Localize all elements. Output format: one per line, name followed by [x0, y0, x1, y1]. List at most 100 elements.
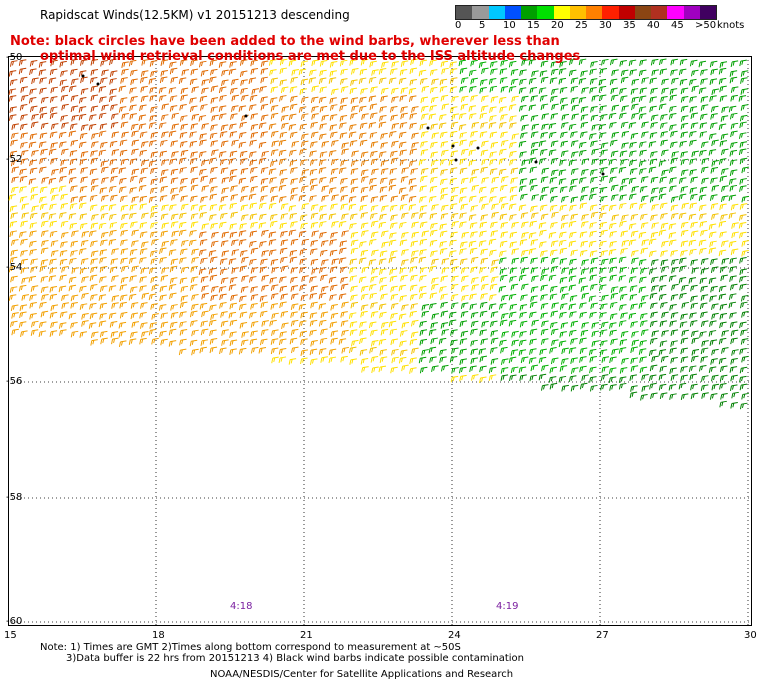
wind-barb [669, 185, 677, 192]
wind-barb [11, 312, 19, 319]
wind-barb [49, 230, 58, 238]
wind-barb [398, 356, 407, 364]
wind-barb [668, 223, 677, 230]
wind-barb [330, 203, 338, 211]
wind-barb [519, 374, 527, 381]
wind-barb [360, 212, 368, 219]
wind-barb [191, 248, 199, 256]
wind-barb [480, 338, 488, 346]
wind-barb [449, 68, 458, 75]
wind-barb [658, 285, 667, 292]
wind-barb [520, 294, 528, 301]
wind-barb [389, 328, 398, 336]
wind-barb [60, 231, 69, 239]
wind-barb [509, 241, 517, 249]
wind-barb [528, 248, 537, 255]
wind-barb [708, 149, 717, 156]
wind-barb [481, 140, 489, 148]
wind-barb [170, 213, 179, 221]
wind-barb [18, 59, 27, 66]
wind-barb [360, 176, 369, 183]
wind-barb [119, 311, 128, 319]
wind-barb [160, 321, 169, 329]
wind-barb [461, 148, 469, 156]
wind-barb [668, 232, 677, 239]
wind-barb [680, 240, 689, 248]
wind-barb [328, 77, 337, 84]
wind-barb [209, 132, 218, 140]
wind-barb [661, 149, 669, 157]
wind-barb [459, 320, 468, 327]
wind-barb [681, 329, 689, 337]
wind-barb [720, 195, 729, 203]
wind-barb [298, 194, 307, 202]
wind-barb [649, 250, 657, 258]
lat-label: -50 [6, 52, 23, 63]
wind-barb [299, 214, 308, 221]
wind-barb [568, 275, 577, 283]
wind-barb [259, 240, 267, 248]
wind-barb [689, 96, 697, 103]
wind-barb [721, 185, 729, 192]
wind-barb [270, 104, 279, 112]
wind-barb [668, 275, 677, 282]
wind-barb [741, 250, 749, 257]
wind-barb [98, 320, 107, 328]
wind-barb [698, 239, 707, 247]
wind-barb [420, 149, 429, 156]
wind-barb [559, 60, 567, 68]
wind-barb [681, 202, 689, 210]
wind-barb [418, 356, 427, 364]
wind-barb [271, 312, 279, 320]
wind-barb [109, 58, 117, 66]
wind-barb [451, 221, 459, 228]
wind-barb [130, 221, 138, 228]
wind-barb [161, 103, 169, 111]
wind-barb [660, 95, 668, 103]
wind-barb [250, 186, 258, 193]
wind-barb [718, 77, 727, 85]
wind-barb [200, 276, 209, 283]
wind-barb [231, 239, 239, 246]
wind-barb [579, 302, 587, 309]
wind-barb [660, 131, 668, 138]
wind-barb [718, 158, 727, 165]
wind-barb [260, 96, 268, 104]
wind-barb [11, 176, 19, 184]
wind-barb [160, 169, 169, 176]
wind-barb [489, 168, 498, 175]
wind-barb [470, 339, 478, 347]
wind-barb [49, 203, 57, 211]
wind-barb [468, 86, 477, 93]
wind-barb [58, 185, 67, 193]
wind-barb [229, 231, 238, 239]
wind-barb [608, 248, 617, 256]
wind-barb [568, 268, 577, 275]
wind-barb [268, 249, 277, 256]
wind-barb [629, 150, 637, 158]
wind-barb [490, 221, 498, 229]
wind-barb [10, 139, 18, 147]
wind-barb [31, 113, 39, 121]
wind-barb [679, 78, 688, 86]
wind-barb [200, 320, 208, 328]
wind-barb [410, 240, 419, 248]
wind-barb [229, 150, 238, 158]
wind-barb [161, 204, 169, 212]
wind-barb [171, 194, 179, 201]
wind-barb [68, 312, 77, 320]
wind-barb [601, 366, 610, 373]
wind-barb [111, 248, 119, 255]
wind-barb [269, 277, 277, 284]
wind-barb [139, 248, 148, 255]
wind-barb [350, 301, 359, 309]
wind-barb [481, 67, 489, 75]
wind-barb [490, 337, 499, 345]
wind-barb [611, 69, 619, 76]
wind-barb [509, 194, 518, 202]
wind-barb [370, 220, 379, 228]
wind-barb [70, 139, 79, 147]
wind-barb [468, 140, 477, 147]
wind-barb [41, 177, 49, 184]
wind-barb [570, 85, 578, 93]
